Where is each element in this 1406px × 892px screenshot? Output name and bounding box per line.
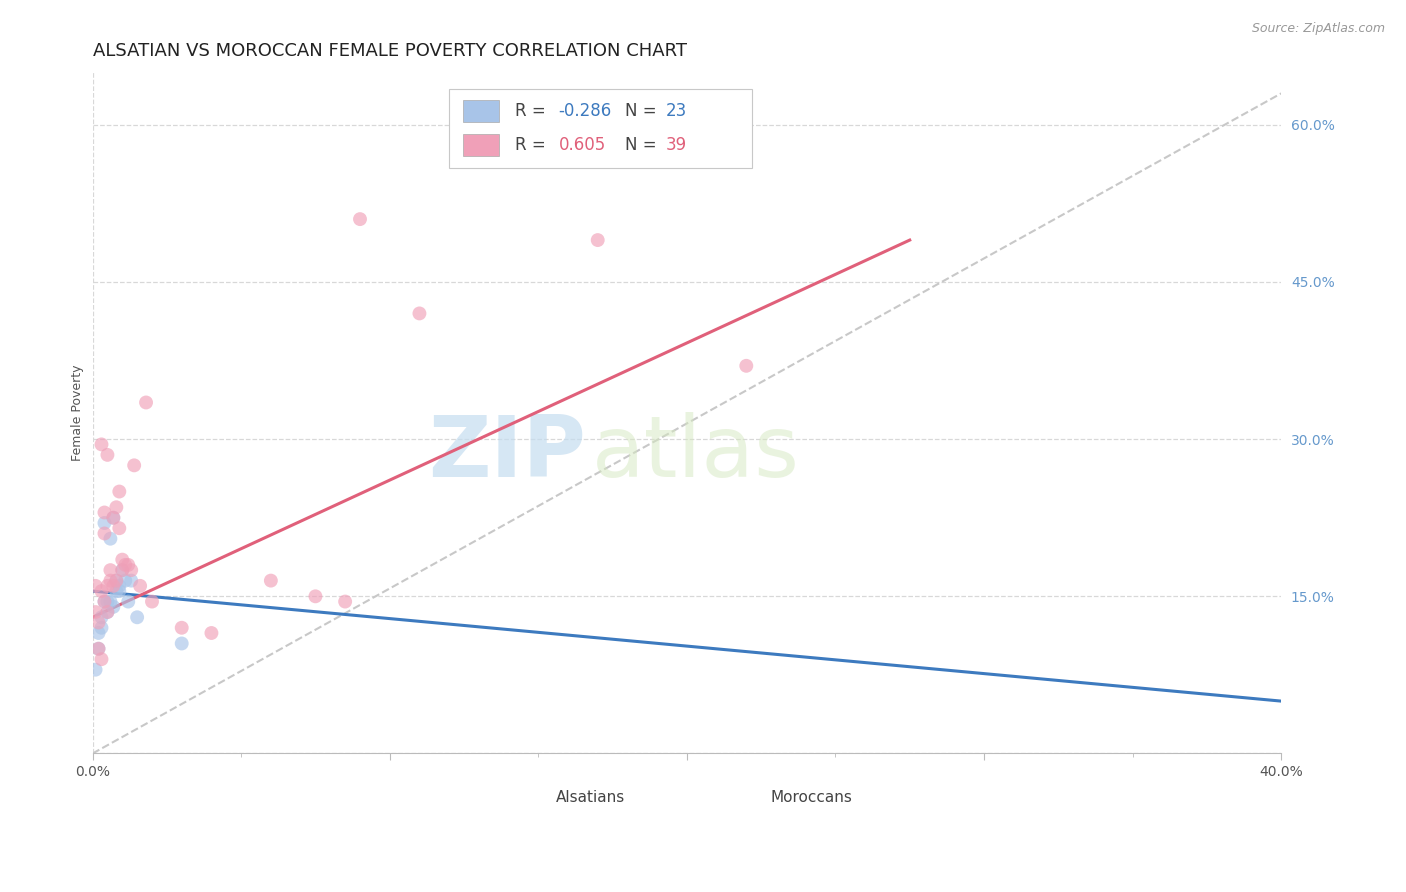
Point	[114, 558, 136, 572]
Point	[117, 594, 139, 608]
Point	[96, 605, 118, 619]
Point	[90, 610, 112, 624]
Point	[105, 500, 128, 515]
Point	[122, 458, 145, 473]
Point	[111, 563, 134, 577]
Text: ZIP: ZIP	[427, 412, 586, 495]
Text: R =: R =	[515, 136, 551, 154]
Point	[111, 552, 134, 566]
Point	[87, 641, 110, 656]
Point	[103, 599, 125, 614]
Point	[127, 610, 149, 624]
Point	[103, 510, 125, 524]
Text: Moroccans: Moroccans	[770, 790, 852, 805]
Point	[304, 590, 326, 604]
Point	[84, 579, 107, 593]
Point	[129, 579, 152, 593]
Point	[87, 626, 110, 640]
Point	[108, 484, 131, 499]
Text: atlas: atlas	[592, 412, 800, 495]
Point	[586, 233, 609, 247]
Point	[93, 516, 115, 530]
Point	[111, 563, 134, 577]
Point	[735, 359, 758, 373]
FancyBboxPatch shape	[464, 101, 499, 122]
FancyBboxPatch shape	[464, 135, 499, 156]
Point	[96, 579, 118, 593]
Point	[96, 594, 118, 608]
Text: Source: ZipAtlas.com: Source: ZipAtlas.com	[1251, 22, 1385, 36]
Text: -0.286: -0.286	[558, 103, 612, 120]
Text: 23: 23	[665, 103, 686, 120]
Point	[105, 574, 128, 588]
Point	[103, 510, 125, 524]
FancyBboxPatch shape	[449, 89, 752, 168]
Text: Alsatians: Alsatians	[557, 790, 626, 805]
Point	[141, 594, 163, 608]
Point	[87, 641, 110, 656]
Point	[108, 579, 131, 593]
Point	[260, 574, 283, 588]
Point	[93, 506, 115, 520]
Point	[90, 621, 112, 635]
Point	[100, 594, 122, 608]
Point	[96, 448, 118, 462]
Point	[90, 652, 112, 666]
Point	[96, 605, 118, 619]
Text: 0.605: 0.605	[558, 136, 606, 154]
Point	[100, 574, 122, 588]
FancyBboxPatch shape	[723, 788, 758, 805]
Point	[103, 579, 125, 593]
Point	[108, 521, 131, 535]
Point	[93, 526, 115, 541]
Point	[333, 594, 356, 608]
Point	[408, 306, 430, 320]
Point	[93, 594, 115, 608]
Text: N =: N =	[626, 136, 662, 154]
Point	[349, 212, 371, 227]
Text: N =: N =	[626, 103, 662, 120]
Point	[120, 563, 142, 577]
Y-axis label: Female Poverty: Female Poverty	[72, 365, 84, 461]
Point	[135, 395, 157, 409]
Point	[100, 563, 122, 577]
Point	[84, 663, 107, 677]
FancyBboxPatch shape	[509, 788, 544, 805]
Point	[105, 584, 128, 599]
Point	[87, 615, 110, 630]
Point	[93, 594, 115, 608]
Text: ALSATIAN VS MOROCCAN FEMALE POVERTY CORRELATION CHART: ALSATIAN VS MOROCCAN FEMALE POVERTY CORR…	[93, 42, 686, 60]
Point	[84, 605, 107, 619]
Point	[105, 574, 128, 588]
Point	[200, 626, 222, 640]
Point	[100, 532, 122, 546]
Point	[170, 636, 193, 650]
Point	[117, 558, 139, 572]
Text: R =: R =	[515, 103, 551, 120]
Point	[90, 584, 112, 599]
Point	[120, 574, 142, 588]
Point	[108, 584, 131, 599]
Text: 39: 39	[665, 136, 686, 154]
Point	[114, 574, 136, 588]
Point	[170, 621, 193, 635]
Point	[90, 437, 112, 451]
